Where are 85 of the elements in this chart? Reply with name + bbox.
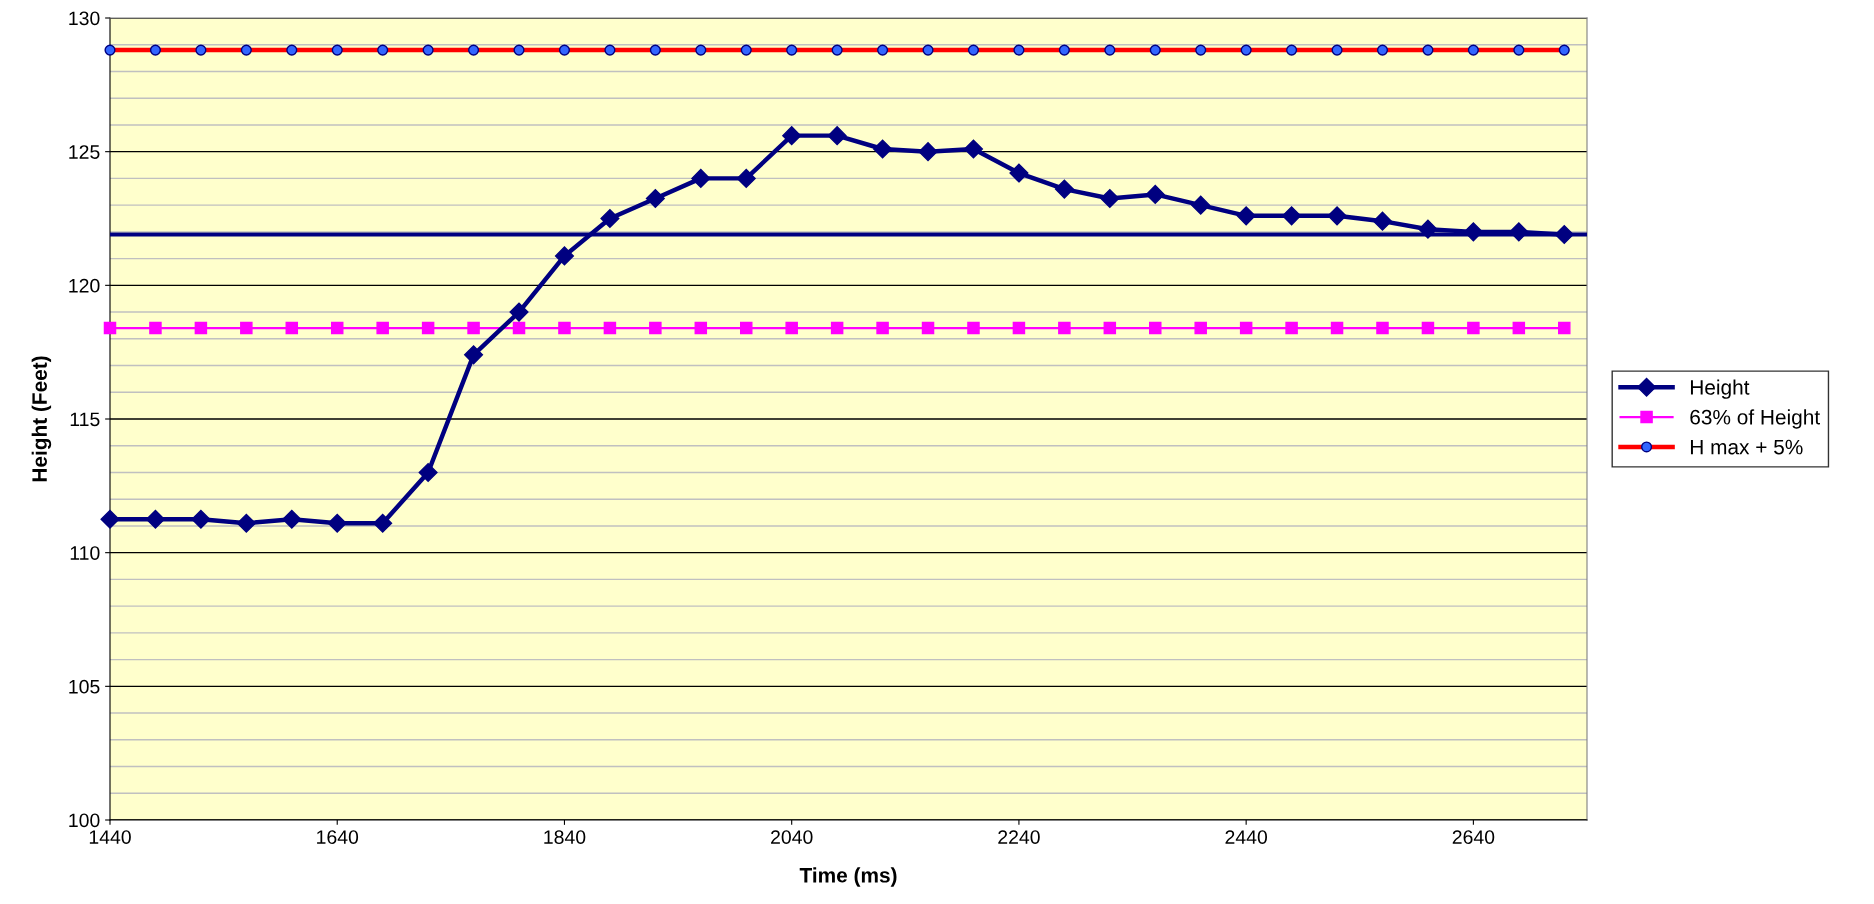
point	[1509, 222, 1529, 242]
point	[1236, 206, 1256, 226]
y-axis-title: Height (Feet)	[31, 356, 52, 482]
point	[694, 321, 708, 335]
point	[191, 509, 211, 529]
point	[782, 126, 802, 146]
point	[467, 321, 480, 335]
y-tick-label: 125	[69, 145, 100, 159]
point	[1058, 321, 1071, 335]
x-tick-label: 1840	[544, 830, 586, 844]
point	[921, 321, 935, 335]
point	[100, 509, 120, 529]
y-tick-label: 115	[70, 412, 100, 427]
point	[1463, 222, 1483, 242]
point	[512, 321, 526, 335]
point	[1100, 188, 1120, 208]
point	[963, 139, 984, 159]
point	[1009, 163, 1029, 183]
point	[691, 168, 711, 188]
legend-label: 63% of Height	[1690, 409, 1820, 429]
point	[1418, 219, 1438, 239]
point	[373, 513, 393, 533]
point	[145, 509, 165, 529]
point	[149, 321, 162, 335]
point	[603, 321, 617, 335]
point	[1194, 321, 1207, 335]
x-tick-label: 1640	[317, 830, 359, 844]
point	[1149, 321, 1162, 335]
point	[421, 321, 435, 335]
point	[600, 208, 620, 229]
x-tick-label: 2040	[771, 830, 813, 844]
point	[1145, 184, 1165, 204]
point	[1376, 321, 1389, 335]
point	[1012, 321, 1026, 335]
legend-label: Height	[1690, 379, 1750, 399]
point	[1330, 321, 1344, 335]
point	[509, 302, 529, 322]
point	[327, 513, 347, 533]
point	[876, 321, 889, 335]
point	[1372, 211, 1393, 231]
point	[967, 321, 980, 335]
point	[1285, 321, 1298, 335]
point	[918, 142, 938, 162]
x-tick-label: 2640	[1452, 830, 1495, 844]
legend-label: H max + 5%	[1690, 439, 1803, 455]
point	[873, 139, 893, 159]
point	[736, 168, 756, 188]
point	[1191, 195, 1211, 215]
point	[194, 321, 208, 335]
point	[1554, 225, 1574, 245]
x-tick-label: 1440	[89, 830, 131, 844]
point	[739, 321, 753, 335]
point	[1103, 321, 1117, 335]
y-tick-label: 100	[69, 813, 100, 828]
y-tick-label: 130	[69, 11, 100, 26]
point	[558, 321, 571, 335]
point	[1239, 321, 1253, 335]
point	[830, 321, 844, 335]
point	[236, 513, 256, 533]
y-tick-label: 120	[69, 278, 100, 293]
point	[282, 509, 302, 529]
point	[827, 126, 847, 146]
point	[103, 321, 117, 335]
point	[240, 321, 253, 335]
y-tick-label: 105	[69, 679, 100, 694]
point	[330, 321, 344, 335]
x-tick-label: 2240	[998, 830, 1040, 844]
x-axis-title: Time (ms)	[799, 867, 897, 887]
point	[1327, 206, 1347, 226]
point	[1558, 321, 1571, 335]
point	[554, 246, 574, 266]
point	[645, 188, 665, 208]
point	[1512, 321, 1526, 335]
point	[285, 321, 299, 335]
point	[1282, 206, 1302, 226]
point	[1054, 179, 1074, 199]
point	[418, 462, 438, 483]
point	[1421, 321, 1435, 335]
y-tick-label: 110	[70, 546, 100, 560]
point	[464, 345, 484, 365]
point	[785, 321, 798, 335]
x-tick-label: 2440	[1225, 830, 1268, 844]
point	[1467, 321, 1480, 335]
point	[649, 321, 662, 335]
point	[376, 321, 389, 335]
